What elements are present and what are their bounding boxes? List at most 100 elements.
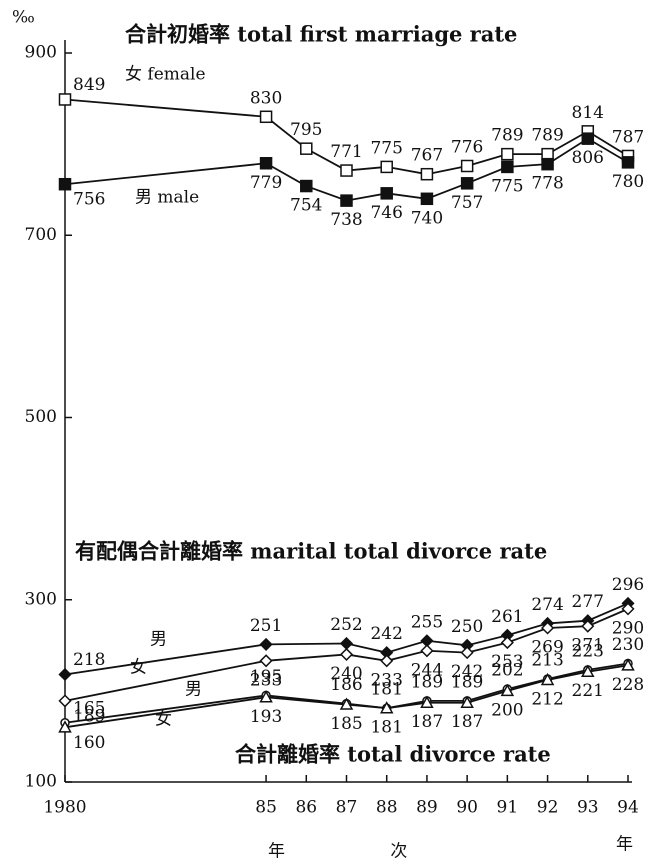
data-label: 223 (572, 641, 604, 661)
data-label: 261 (491, 607, 523, 627)
data-label: 181 (370, 680, 402, 700)
marker (339, 647, 354, 661)
y-tick-label: 300 (25, 589, 57, 609)
marker (460, 159, 474, 173)
marker (340, 164, 353, 177)
marker (380, 160, 393, 174)
data-label: 830 (250, 88, 282, 108)
data-label: 296 (612, 575, 644, 595)
x-tick-label: 89 (416, 798, 438, 818)
x-tick-label: 93 (577, 798, 599, 818)
data-label: 775 (370, 138, 402, 158)
marker (541, 621, 555, 635)
data-label: 789 (491, 126, 523, 146)
series-line (64, 608, 629, 702)
x-tick-label: 88 (376, 798, 398, 818)
data-label: 255 (411, 612, 443, 632)
data-label: 290 (612, 618, 644, 638)
x-tick-label: 92 (537, 798, 559, 818)
marker (501, 160, 514, 174)
series-label: 男 male (135, 188, 199, 208)
marker (380, 187, 393, 200)
series-line (64, 602, 629, 676)
data-label: 274 (531, 595, 563, 615)
data-label: 787 (612, 127, 644, 147)
data-label: 202 (491, 661, 523, 681)
marker (420, 192, 434, 206)
marker (259, 110, 273, 124)
data-label: 251 (250, 616, 282, 636)
marker (581, 132, 595, 145)
data-label: 189 (411, 672, 443, 692)
data-label: 165 (73, 698, 105, 718)
marker (420, 167, 434, 181)
marker (300, 142, 313, 155)
marker (379, 701, 394, 714)
data-label: 776 (451, 137, 483, 157)
marker (621, 156, 635, 169)
series-label: 女 (155, 710, 172, 730)
data-label: 233 (370, 670, 402, 690)
marker (540, 672, 555, 686)
data-label: 186 (330, 675, 362, 695)
marker (420, 695, 434, 708)
data-label: 187 (451, 712, 483, 732)
marker (339, 697, 354, 710)
marker (420, 644, 434, 658)
marker (259, 654, 273, 668)
data-label: 240 (330, 664, 362, 684)
data-label: 228 (612, 675, 644, 695)
data-label: 250 (451, 617, 483, 637)
marker (58, 667, 72, 682)
data-label: 233 (250, 670, 282, 690)
marker (58, 93, 72, 106)
series-label: 女 female (125, 65, 206, 85)
data-label: 193 (250, 707, 282, 727)
data-label: 269 (531, 637, 563, 657)
marker (259, 157, 273, 170)
data-label: 738 (330, 210, 362, 230)
x-tick-label: 90 (456, 798, 478, 818)
marker (541, 157, 554, 171)
marker (460, 695, 474, 708)
data-label: 160 (73, 733, 105, 753)
x-tick-label: 87 (336, 798, 358, 818)
marker (58, 694, 72, 708)
marker (339, 636, 354, 651)
data-label: 212 (531, 689, 563, 709)
data-label: 271 (572, 636, 604, 656)
data-label: 849 (73, 75, 105, 95)
x-axis-label: 年 次 (268, 842, 407, 862)
data-label: 253 (491, 652, 523, 672)
x-tick-label: 86 (295, 798, 317, 818)
series-label: 女 (130, 658, 147, 678)
marker (500, 636, 514, 650)
series-label: 男 (185, 680, 202, 700)
data-label: 754 (290, 196, 322, 216)
y-tick-label: 100 (25, 772, 57, 792)
data-label: 756 (73, 190, 105, 210)
marker (259, 637, 273, 651)
marker (501, 147, 514, 161)
marker (259, 690, 273, 703)
marker (58, 720, 72, 733)
data-label: 221 (572, 681, 604, 701)
marker (58, 177, 72, 191)
marker (460, 646, 474, 660)
data-label: 806 (572, 148, 604, 168)
x-tick-label: 1980 (43, 798, 86, 818)
data-label: 242 (370, 624, 402, 644)
series-label: 男 (150, 630, 167, 650)
y-tick-label: 500 (25, 407, 57, 427)
marker (300, 179, 313, 193)
data-label: 780 (612, 172, 644, 192)
x-tick-label: 85 (255, 798, 277, 818)
data-label: 230 (612, 635, 644, 655)
marker (621, 658, 635, 671)
data-label: 277 (572, 592, 604, 612)
marker (380, 654, 394, 668)
data-label: 200 (491, 700, 523, 720)
marker (581, 619, 595, 633)
data-label: 218 (73, 650, 105, 670)
